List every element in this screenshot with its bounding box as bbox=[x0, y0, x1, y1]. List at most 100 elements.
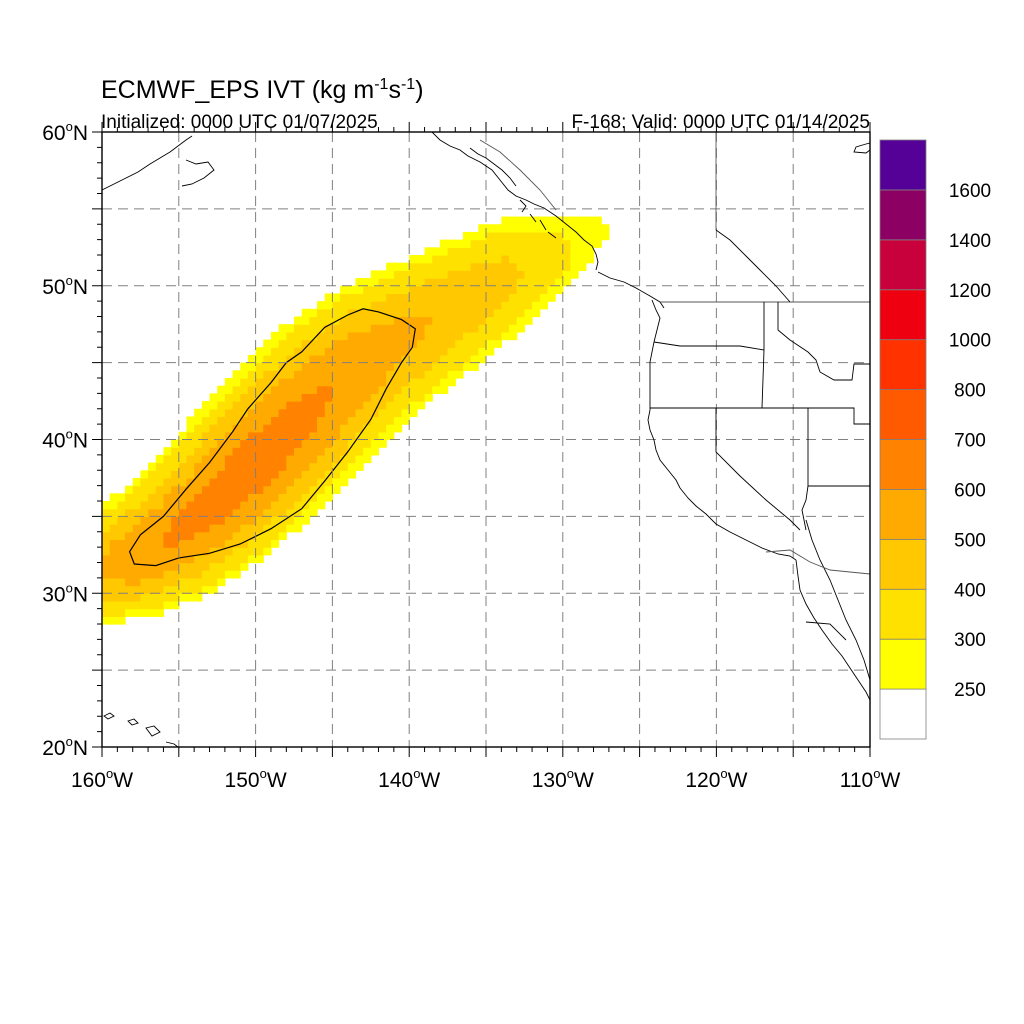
ivt-cell bbox=[401, 278, 410, 287]
ivt-cell bbox=[247, 362, 257, 371]
ivt-cell bbox=[593, 239, 602, 248]
ivt-cell bbox=[309, 331, 318, 341]
ivt-cell bbox=[240, 447, 249, 456]
ivt-cell bbox=[478, 331, 487, 341]
ivt-cell bbox=[386, 324, 395, 333]
ivt-cell bbox=[347, 393, 357, 402]
ivt-cell bbox=[470, 255, 479, 264]
ivt-cell bbox=[163, 493, 172, 502]
ivt-cell bbox=[224, 524, 234, 533]
ivt-cell bbox=[132, 501, 141, 510]
ivt-cell bbox=[294, 501, 303, 510]
ivt-cell bbox=[355, 354, 364, 364]
ivt-cell bbox=[324, 431, 333, 441]
ivt-cell bbox=[194, 454, 203, 464]
ivt-cell bbox=[493, 255, 502, 264]
ivt-cell bbox=[232, 370, 241, 379]
ivt-cell bbox=[340, 439, 349, 448]
ivt-cell bbox=[240, 385, 249, 394]
ivt-cell bbox=[386, 285, 395, 295]
ivt-cell bbox=[163, 477, 172, 487]
ivt-cell bbox=[317, 308, 326, 318]
ivt-cell bbox=[163, 593, 172, 602]
border-42n bbox=[650, 407, 870, 425]
ivt-cell bbox=[301, 362, 310, 371]
ivt-cell bbox=[255, 493, 264, 502]
ivt-cell bbox=[201, 470, 211, 479]
ivt-cell bbox=[224, 477, 234, 487]
ivt-cell bbox=[509, 324, 518, 333]
ivt-cell bbox=[470, 293, 479, 302]
ivt-cell bbox=[263, 431, 272, 441]
colorbar-box bbox=[879, 439, 927, 490]
ivt-cell bbox=[462, 255, 472, 264]
ivt-cell bbox=[509, 293, 518, 302]
ivt-cell bbox=[163, 454, 172, 464]
ivt-cell bbox=[263, 539, 272, 548]
ivt-cell bbox=[232, 431, 241, 441]
lon-label: 130oW bbox=[532, 766, 594, 792]
map-area bbox=[102, 132, 870, 747]
ivt-cell bbox=[132, 554, 141, 564]
ivt-cell bbox=[125, 485, 134, 494]
ivt-cell bbox=[393, 270, 403, 279]
ivt-cell bbox=[524, 293, 533, 302]
ivt-cell bbox=[294, 362, 303, 371]
ivt-cell bbox=[217, 485, 226, 494]
ivt-cell bbox=[194, 462, 203, 471]
ivt-cell bbox=[140, 539, 149, 548]
ivt-cell bbox=[562, 262, 572, 271]
ivt-cell bbox=[255, 516, 264, 525]
ivt-cell bbox=[355, 308, 364, 318]
ivt-cell bbox=[186, 570, 195, 579]
ivt-cell bbox=[278, 424, 287, 433]
ivt-cell bbox=[263, 370, 272, 379]
ivt-cell bbox=[109, 508, 118, 517]
ivt-cell bbox=[186, 416, 195, 425]
ivt-cell bbox=[270, 331, 280, 341]
ivt-cell bbox=[363, 447, 372, 456]
colorbar-label: 700 bbox=[954, 431, 986, 452]
ivt-cell bbox=[255, 454, 264, 464]
ivt-cell bbox=[424, 262, 433, 271]
ivt-cell bbox=[416, 362, 426, 371]
ivt-cell bbox=[585, 255, 595, 264]
ivt-cell bbox=[209, 408, 218, 418]
ivt-cell bbox=[117, 608, 126, 617]
ivt-cell bbox=[401, 401, 410, 410]
ivt-cell bbox=[363, 408, 372, 418]
ivt-cell bbox=[186, 501, 195, 510]
ivt-cell bbox=[432, 247, 441, 256]
ivt-cell bbox=[117, 600, 126, 610]
ivt-cell bbox=[363, 285, 372, 295]
ivt-cell bbox=[132, 539, 141, 548]
ivt-cell bbox=[562, 239, 572, 248]
ivt-cell bbox=[186, 562, 195, 571]
ivt-cell bbox=[378, 278, 387, 287]
ivt-cell bbox=[416, 378, 426, 387]
ivt-cell bbox=[270, 354, 280, 364]
ivt-cell bbox=[355, 362, 364, 371]
ivt-cell bbox=[332, 385, 341, 394]
ivt-cell bbox=[501, 231, 510, 241]
ivt-cell bbox=[462, 339, 472, 348]
ivt-cell bbox=[263, 416, 272, 425]
ivt-cell bbox=[462, 231, 472, 241]
ivt-cell bbox=[270, 531, 280, 541]
ivt-cell bbox=[301, 493, 310, 502]
ivt-cell bbox=[578, 239, 587, 248]
ivt-cell bbox=[125, 554, 134, 564]
ivt-cell bbox=[378, 439, 387, 448]
ivt-cell bbox=[324, 354, 333, 364]
ivt-cell bbox=[378, 324, 387, 333]
ivt-cell bbox=[340, 424, 349, 433]
ivt-cell bbox=[171, 485, 180, 494]
ivt-cell bbox=[109, 524, 118, 533]
ivt-cell bbox=[409, 408, 418, 418]
ivt-cell bbox=[340, 454, 349, 464]
ivt-cell bbox=[401, 408, 410, 418]
ivt-cell bbox=[102, 570, 111, 579]
ivt-cell bbox=[524, 231, 533, 241]
ivt-cell bbox=[424, 331, 433, 341]
